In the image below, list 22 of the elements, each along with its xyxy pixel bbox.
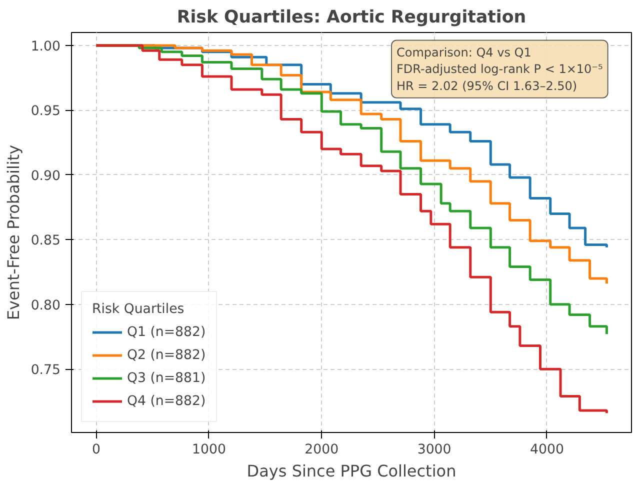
y-tick-label: 0.85 (30, 234, 61, 249)
x-tick-label: 4000 (530, 442, 564, 458)
chart-title: Risk Quartiles: Aortic Regurgitation (176, 8, 526, 28)
legend-label: Q2 (n=882) (127, 348, 206, 362)
y-tick-label: 0.90 (30, 168, 61, 184)
x-tick-label: 0 (92, 442, 101, 458)
legend-label: Q3 (n=881) (127, 370, 206, 386)
annotation: Comparison: Q4 vs Q1 (396, 45, 532, 60)
x-tick-label: 2000 (304, 442, 339, 458)
legend-label: Q1 (n=882) (127, 324, 206, 340)
y-tick-label: 1.00 (30, 39, 61, 54)
annotation: FDR-adjusted log-rank P < 1×10⁻⁵ (396, 62, 603, 76)
x-axis-title: Days Since PPG Collection (246, 462, 456, 480)
legend-title: Risk Quartiles (92, 302, 186, 317)
annotation: HR = 2.02 (95% CI 1.63–2.50) (396, 78, 578, 93)
y-tick-label: 0.95 (30, 104, 61, 120)
y-tick-label: 0.80 (30, 298, 61, 314)
y-axis-title: Event-Free Probability (4, 144, 23, 320)
x-tick-label: 1000 (192, 442, 226, 458)
x-tick-label: 3000 (417, 442, 452, 458)
y-tick-label: 0.75 (30, 363, 61, 378)
legend-label: Q4 (n=882) (127, 394, 206, 408)
